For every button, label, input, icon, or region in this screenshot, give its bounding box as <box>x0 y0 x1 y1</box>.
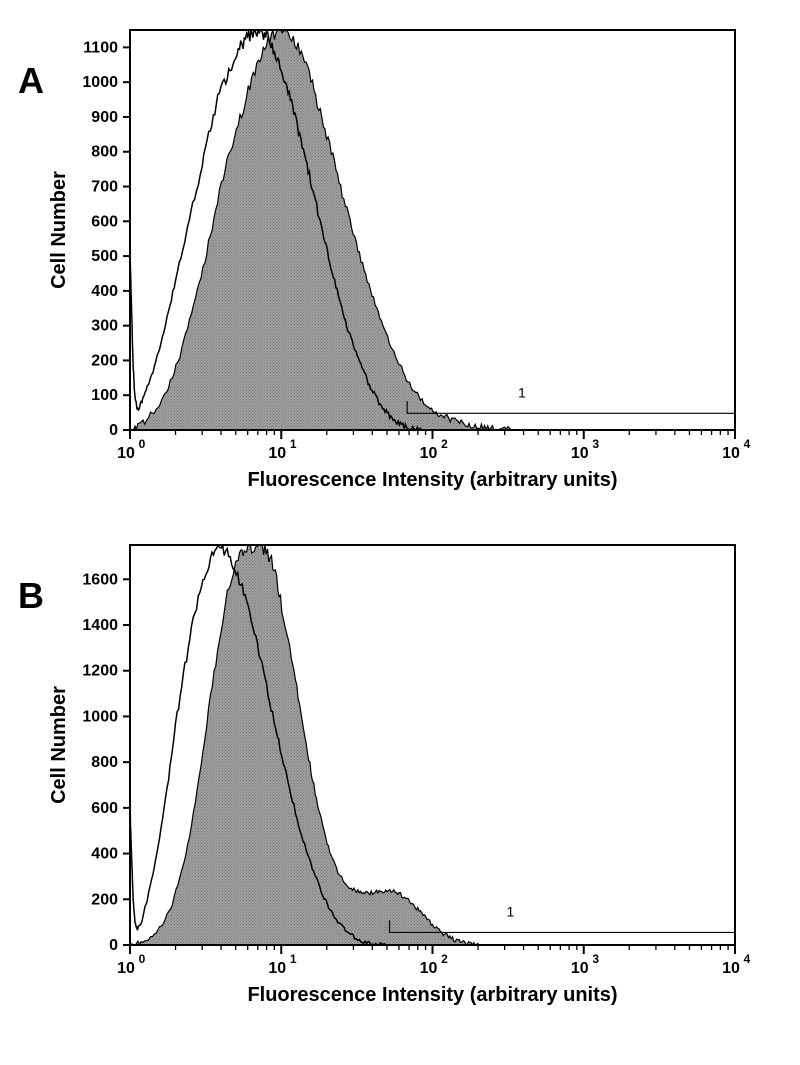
svg-text:10: 10 <box>420 445 438 462</box>
svg-text:200: 200 <box>91 891 118 908</box>
svg-text:400: 400 <box>91 846 118 863</box>
svg-text:3: 3 <box>592 952 599 966</box>
svg-text:10: 10 <box>571 445 589 462</box>
svg-text:900: 900 <box>91 109 118 126</box>
svg-text:1200: 1200 <box>82 663 118 680</box>
svg-text:0: 0 <box>109 937 118 954</box>
svg-text:Fluorescence Intensity (arbitr: Fluorescence Intensity (arbitrary units) <box>247 984 617 1006</box>
svg-text:1: 1 <box>290 952 297 966</box>
svg-text:2: 2 <box>441 952 448 966</box>
svg-text:4: 4 <box>744 952 751 966</box>
svg-text:10: 10 <box>722 445 740 462</box>
svg-text:3: 3 <box>592 437 599 451</box>
panel-b-label: B <box>18 575 44 617</box>
svg-text:10: 10 <box>268 445 286 462</box>
svg-text:1000: 1000 <box>82 74 118 91</box>
svg-text:1400: 1400 <box>82 617 118 634</box>
svg-text:10: 10 <box>571 960 589 977</box>
svg-text:500: 500 <box>91 248 118 265</box>
panel-a-label: A <box>18 60 44 102</box>
svg-text:1600: 1600 <box>82 571 118 588</box>
svg-text:10: 10 <box>722 960 740 977</box>
svg-text:100: 100 <box>91 387 118 404</box>
svg-text:800: 800 <box>91 754 118 771</box>
svg-text:Fluorescence Intensity (arbitr: Fluorescence Intensity (arbitrary units) <box>247 469 617 491</box>
svg-text:1: 1 <box>290 437 297 451</box>
svg-text:10: 10 <box>420 960 438 977</box>
svg-text:1: 1 <box>518 384 526 400</box>
svg-text:400: 400 <box>91 283 118 300</box>
svg-text:10: 10 <box>117 960 135 977</box>
svg-text:10: 10 <box>268 960 286 977</box>
svg-text:4: 4 <box>744 437 751 451</box>
svg-text:0: 0 <box>139 437 146 451</box>
svg-text:0: 0 <box>109 422 118 439</box>
svg-text:0: 0 <box>139 952 146 966</box>
figure: A B 101002003004005006007008009001000110… <box>0 0 800 1065</box>
svg-text:300: 300 <box>91 318 118 335</box>
svg-text:2: 2 <box>441 437 448 451</box>
svg-text:1: 1 <box>507 903 515 919</box>
svg-text:1100: 1100 <box>83 39 118 56</box>
plots-svg: 1010020030040050060070080090010001100100… <box>0 0 800 1065</box>
svg-text:200: 200 <box>91 352 118 369</box>
svg-text:600: 600 <box>91 800 118 817</box>
svg-text:10: 10 <box>117 445 135 462</box>
svg-text:Cell Number: Cell Number <box>48 171 70 289</box>
svg-text:Cell Number: Cell Number <box>48 686 70 804</box>
svg-text:600: 600 <box>91 213 118 230</box>
svg-text:700: 700 <box>91 179 118 196</box>
svg-text:800: 800 <box>91 144 118 161</box>
svg-text:1000: 1000 <box>82 708 118 725</box>
